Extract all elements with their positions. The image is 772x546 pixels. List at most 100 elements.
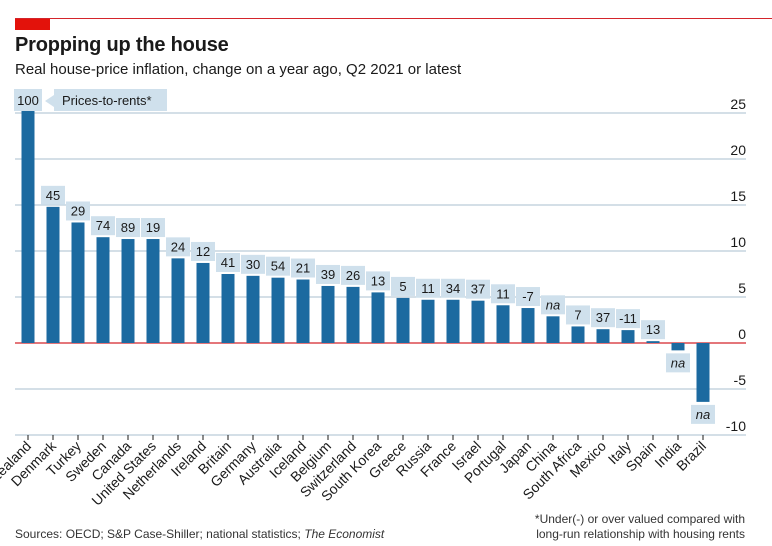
annotation-box [41,185,65,205]
annotation-label: 29 [71,203,85,218]
bar [546,316,560,343]
bar [71,222,85,343]
annotation-label: 100 [17,93,39,108]
y-tick-label: -5 [734,372,747,388]
annotation-label: 89 [121,220,135,235]
legend-label: Prices-to-rents* [62,93,152,108]
annotation-label: 11 [421,281,435,296]
annotation-box [391,276,415,296]
annotation-label: 11 [496,286,510,301]
annotation-box [291,258,315,278]
footnote-line-2: long-run relationship with housing rents [536,527,745,541]
annotation-label: 34 [446,281,460,296]
annotation-label: 13 [371,273,385,288]
annotation-box [341,265,365,285]
annotation-box [66,201,90,221]
bar [696,343,710,402]
brand-tag [15,18,50,30]
annotation-label: 5 [399,279,406,294]
bar [246,275,260,343]
bar [446,299,460,343]
annotation-box [216,253,240,272]
bar [496,305,510,343]
bar [646,341,660,343]
annotation-box [141,218,165,238]
annotation-label: 45 [46,188,60,203]
annotation-label: 21 [296,261,310,276]
bar [271,277,285,343]
annotation-box [166,237,190,257]
bar [321,285,335,343]
annotation-label: -11 [619,311,637,326]
annotation-box [366,271,390,291]
bar [296,279,310,343]
bar [396,297,410,343]
y-tick-label: 20 [730,142,746,158]
annotation-label: 37 [471,282,485,297]
annotation-label: 19 [146,220,160,235]
y-tick-label: 0 [738,326,746,342]
category-label: Brazil [673,438,709,474]
annotation-box [116,218,140,238]
bar [46,206,60,343]
annotation-label: 7 [574,307,581,322]
bar [221,274,235,343]
chart-title: Propping up the house [15,34,229,56]
annotation-label: na [546,297,560,312]
annotation-box [241,254,265,274]
sources-note: Sources: OECD; S&P Case-Shiller; nationa… [15,527,384,541]
annotation-label: -7 [522,289,534,304]
annotation-box [491,284,515,304]
annotation-box [516,287,540,307]
annotation-box [641,320,665,340]
annotation-box [691,404,715,424]
annotation-label: 54 [271,259,285,274]
legend-pointer [45,95,54,107]
sources-publication: The Economist [304,527,385,541]
bar [671,343,685,351]
bar [421,299,435,343]
bars [21,103,710,402]
annotation-box [416,278,440,298]
annotation-label: 26 [346,268,360,283]
annotation-box [316,264,340,284]
annotation-label: 41 [221,255,235,270]
annotation-box [616,309,640,329]
bar [196,262,210,343]
bar [21,103,35,343]
annotation-box [591,308,615,328]
footnote-line-1: *Under(-) or over valued compared with [534,512,745,526]
y-tick-label: 25 [730,96,746,112]
y-tick-label: -10 [726,418,746,434]
annotation-label: 12 [196,244,210,259]
annotation-box [666,353,690,373]
y-tick-label: 15 [730,188,746,204]
legend: Prices-to-rents* [45,89,167,111]
bar [596,329,610,343]
annotation-label: 37 [596,310,610,325]
legend-box [54,89,167,111]
annotation-box [441,278,465,298]
annotation-box [91,216,115,236]
annotation-label: 13 [646,322,660,337]
bar [471,300,485,343]
annotation-box [566,305,590,325]
y-tick-label: 5 [738,280,746,296]
annotations: 100 45 29 74 89 19 24 12 41 30 54 21 39 26 13 5 11 34 37 11… [14,89,715,424]
annotation-label: 30 [246,257,260,272]
category-labels: New ZealandDenmarkTurkeySwedenCanadaUnit… [0,435,709,509]
annotation-box [14,89,42,111]
annotation-box [466,279,490,299]
bar [371,292,385,343]
bar [621,330,635,343]
bar [171,258,185,343]
footnote: *Under(-) or over valued compared with l… [535,512,745,542]
annotation-box [191,241,215,261]
annotation-label: na [696,407,710,422]
bar [571,326,585,343]
annotation-box [266,256,290,276]
sources-text: Sources: OECD; S&P Case-Shiller; nationa… [15,527,301,541]
bar [96,237,110,343]
bar [521,308,535,343]
